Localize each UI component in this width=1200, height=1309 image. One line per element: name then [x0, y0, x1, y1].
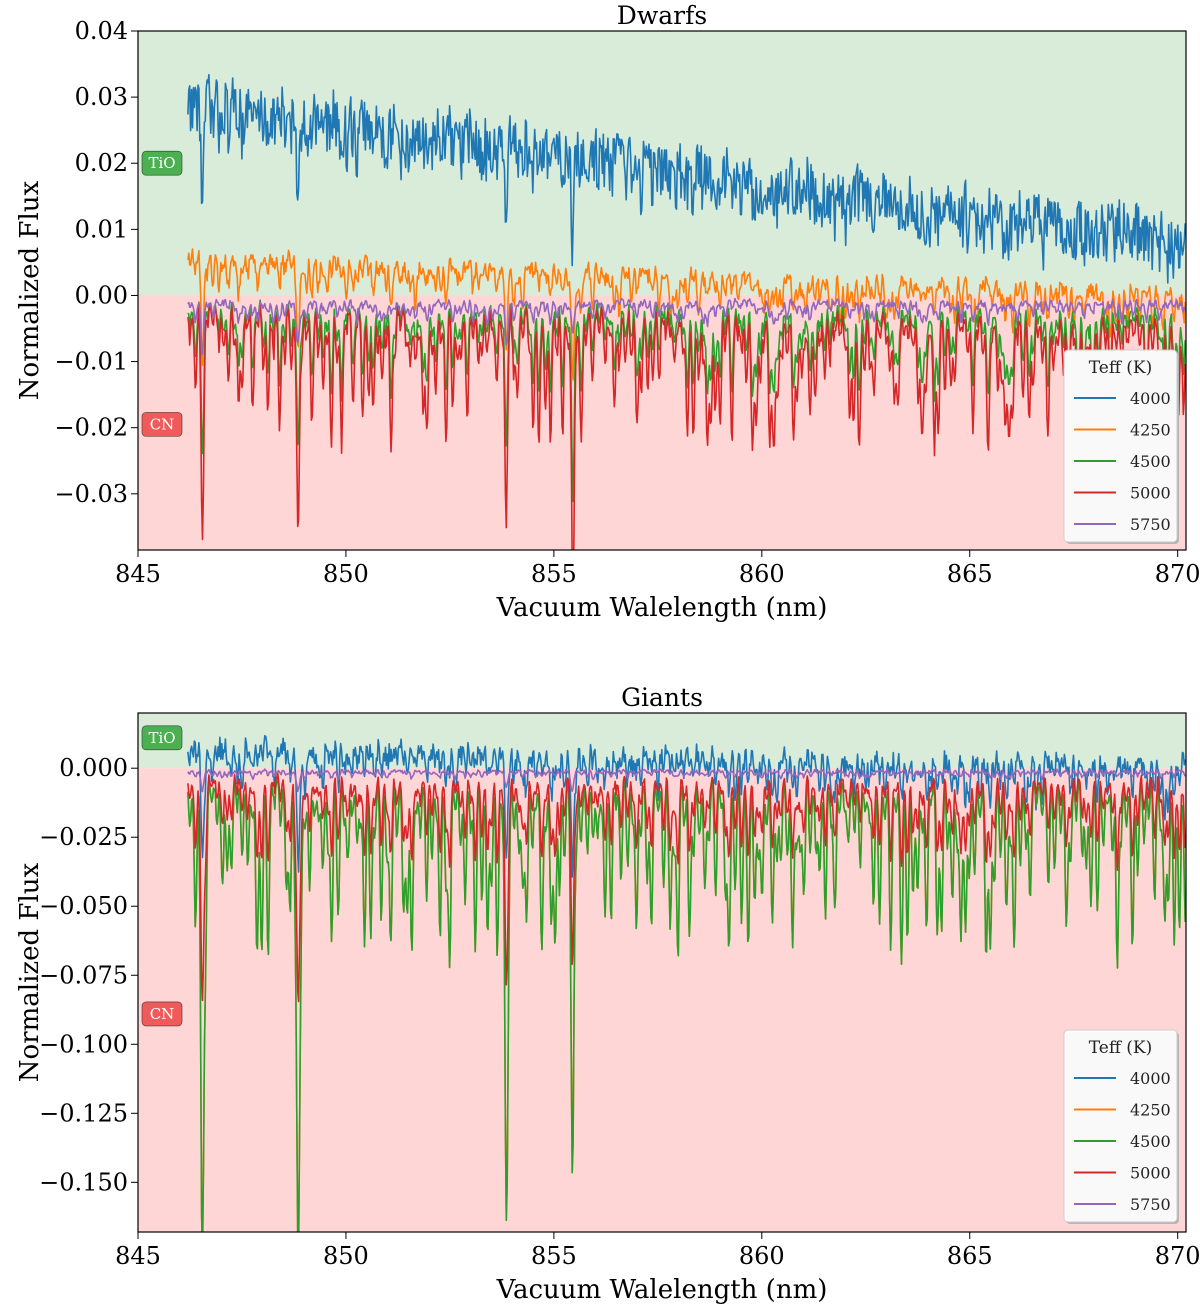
x-tick-label: 850: [323, 560, 369, 588]
legend-label-5000: 5000: [1130, 1164, 1171, 1183]
x-tick-label: 865: [947, 1242, 993, 1270]
legend-label-5750: 5750: [1130, 515, 1171, 534]
y-tick-label: 0.000: [59, 754, 128, 782]
plot-frame: [137, 712, 1187, 1233]
legend-label-4250: 4250: [1130, 1101, 1171, 1120]
y-tick-label: 0.00: [75, 281, 128, 309]
y-tick-label: −0.150: [39, 1168, 128, 1196]
legend: Teff (K) 4000 4250 4500 5000 5750: [1063, 349, 1179, 544]
series-group: [187, 734, 1186, 1232]
legend-label-4000: 4000: [1130, 389, 1171, 408]
y-tick-label: −0.050: [39, 892, 128, 920]
x-tick-label: 870: [1155, 560, 1200, 588]
chart-panel-dwarfs: Dwarfs 845 850 855 860 865 870 0.04 0.03 0.02 0.01…: [15, 1, 1200, 623]
x-tick-label: 865: [947, 560, 993, 588]
x-tick-label: 845: [115, 560, 161, 588]
series-line-5000: [187, 302, 1186, 550]
y-tick-label: −0.125: [39, 1099, 128, 1127]
x-tick-label: 855: [531, 1242, 577, 1270]
cn-tag-box: [141, 412, 183, 437]
chart-panel-giants: Giants 845 850 855 860 865 870 0.000 −0.025 −0.05…: [15, 683, 1200, 1305]
chart-title: Giants: [621, 683, 703, 712]
legend-label-4500: 4500: [1130, 452, 1171, 471]
y-tick-label: −0.025: [39, 823, 128, 851]
legend: Teff (K) 4000 4250 4500 5000 5750: [1063, 1029, 1179, 1224]
y-tick-label: −0.03: [54, 480, 128, 508]
cn-tag: CN: [141, 1001, 183, 1027]
legend-box: [1063, 1029, 1178, 1223]
series-line-5750: [187, 297, 1186, 356]
x-tick-label: 850: [323, 1242, 369, 1270]
y-tick-label: 0.02: [75, 149, 128, 177]
cn-region-band: [138, 295, 1186, 550]
series-line-4000: [187, 73, 1186, 284]
series-line-5750: [187, 768, 1186, 793]
x-tick-label: 870: [1155, 1242, 1200, 1270]
tio-tag-box: [141, 725, 183, 751]
series-line-5000: [187, 771, 1186, 1003]
tio-tag: TiO: [141, 150, 183, 176]
legend-box: [1063, 349, 1178, 543]
x-tick-label: 860: [739, 1242, 785, 1270]
tio-tag-box: [141, 150, 183, 176]
legend-label-4500: 4500: [1130, 1132, 1171, 1151]
tio-tag: TiO: [141, 725, 183, 751]
cn-tag-label: CN: [150, 415, 175, 433]
tio-tag-label: TiO: [148, 729, 175, 747]
cn-tag-box: [141, 1001, 183, 1027]
legend-label-4250: 4250: [1130, 421, 1171, 440]
x-axis-label: Vacuum Walelength (nm): [496, 1275, 828, 1305]
y-axis-label: Normalized Flux: [15, 862, 45, 1082]
y-tick-label: −0.02: [54, 414, 128, 442]
series-line-4000: [187, 734, 1186, 878]
chart-title: Dwarfs: [617, 1, 707, 30]
y-tick-label: −0.100: [39, 1030, 128, 1058]
x-tick-label: 860: [739, 560, 785, 588]
y-tick-label: 0.01: [75, 215, 128, 243]
cn-tag: CN: [141, 412, 183, 437]
series-line-4500: [187, 773, 1186, 1232]
x-tick-label: 855: [531, 560, 577, 588]
plot-frame: [137, 30, 1187, 551]
cn-tag-label: CN: [150, 1005, 175, 1023]
x-tick-label: 845: [115, 1242, 161, 1270]
y-tick-label: −0.01: [54, 348, 128, 376]
x-axis-label: Vacuum Walelength (nm): [496, 593, 828, 623]
legend-label-4000: 4000: [1130, 1069, 1171, 1088]
series-group: [187, 73, 1186, 550]
y-axis-label: Normalized Flux: [15, 180, 45, 400]
legend-label-5750: 5750: [1130, 1195, 1171, 1214]
y-tick-label: 0.04: [75, 17, 128, 45]
y-tick-label: 0.03: [75, 83, 128, 111]
legend-title: Teff (K): [1089, 358, 1153, 378]
tio-tag-label: TiO: [148, 154, 175, 172]
legend-title: Teff (K): [1089, 1038, 1153, 1058]
y-tick-label: −0.075: [39, 961, 128, 989]
legend-label-5000: 5000: [1130, 484, 1171, 503]
series-line-4250: [187, 248, 1186, 381]
